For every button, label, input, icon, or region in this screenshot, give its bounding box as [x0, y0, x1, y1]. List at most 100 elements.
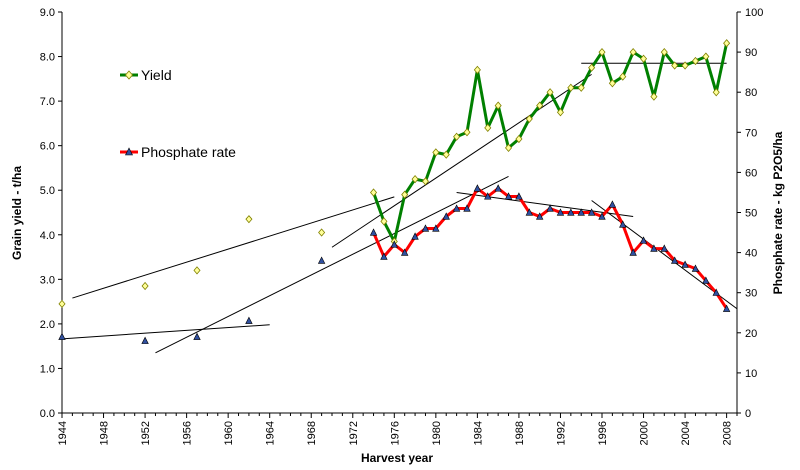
point-yield	[598, 47, 606, 57]
point-yield	[660, 47, 668, 57]
point-phosphate-rate	[639, 236, 648, 244]
y2-tick-label: 70	[745, 127, 757, 139]
trendlines	[61, 62, 738, 354]
y2-tick-label: 80	[745, 87, 757, 99]
x-tick-label: 1988	[514, 421, 526, 445]
point-phosphate-rate	[577, 208, 585, 216]
point-phosphate-rate	[504, 192, 513, 200]
x-tick-label: 1992	[555, 421, 567, 445]
point-phosphate-rate	[556, 208, 565, 216]
point-phosphate-rate	[619, 220, 627, 228]
legend-marker-yield	[124, 70, 134, 80]
point-yield	[546, 88, 554, 97]
legend-item-phosphate-rate: Phosphate rate	[120, 144, 236, 160]
point-yield	[484, 123, 492, 132]
point-yield	[712, 88, 720, 97]
point-phosphate-rate	[245, 316, 253, 324]
x-tick-label: 1956	[182, 421, 194, 445]
point-phosphate-rate	[411, 232, 419, 240]
point-yield	[463, 128, 471, 137]
point-yield	[619, 72, 627, 81]
point-yield	[723, 39, 731, 48]
point-phosphate-rate	[484, 192, 492, 200]
point-yield	[401, 190, 409, 199]
point-yield	[421, 177, 429, 186]
y-axis-title: Grain yield - t/ha	[10, 166, 24, 260]
point-yield	[702, 52, 710, 61]
legend-label-phosphate-rate: Phosphate rate	[141, 144, 236, 160]
y2-tick-label: 0	[745, 408, 751, 420]
x-tick-label: 1976	[389, 421, 401, 445]
point-yield	[681, 61, 689, 70]
y2-tick-label: 90	[745, 47, 757, 59]
trendline	[155, 175, 509, 354]
point-yield	[141, 281, 149, 291]
trendline	[331, 73, 592, 248]
y-tick-label: 2.0	[40, 319, 55, 331]
x-tick-label: 1980	[431, 421, 443, 445]
y2-tick-label: 40	[745, 248, 757, 260]
legend: Yield Phosphate rate	[120, 67, 236, 160]
y-tick-label: 6.0	[40, 141, 55, 153]
point-yield	[650, 92, 658, 101]
trendline	[72, 196, 395, 299]
point-yield	[515, 134, 523, 144]
point-yield	[577, 83, 585, 92]
point-phosphate-rate	[432, 224, 440, 232]
y2-tick-label: 50	[745, 208, 757, 220]
point-phosphate-rate	[650, 244, 658, 252]
point-phosphate-rate	[390, 240, 398, 248]
point-phosphate-rate	[369, 228, 378, 236]
point-phosphate-rate	[401, 248, 409, 256]
point-phosphate-rate	[712, 288, 720, 296]
point-phosphate-rate	[525, 208, 533, 216]
point-phosphate-rate	[681, 260, 689, 268]
point-phosphate-rate	[587, 208, 596, 216]
y-tick-label: 4.0	[40, 230, 55, 242]
point-yield	[58, 299, 66, 308]
y2-tick-label: 20	[745, 328, 757, 340]
point-yield	[588, 63, 596, 72]
x-axis-title: Harvest year	[361, 451, 433, 465]
series	[58, 39, 731, 344]
point-yield	[629, 47, 637, 57]
x-tick-label: 2008	[722, 421, 734, 445]
series-line-yield	[372, 42, 729, 243]
x-tick-label: 1948	[99, 421, 111, 445]
point-yield	[411, 174, 419, 184]
point-yield	[671, 61, 679, 70]
y2-tick-label: 30	[745, 288, 757, 300]
x-tick-label: 1984	[472, 421, 484, 445]
x-tick-label: 2000	[639, 421, 651, 445]
point-yield	[505, 143, 513, 153]
point-phosphate-rate	[629, 248, 637, 256]
point-phosphate-rate	[546, 204, 554, 212]
point-phosphate-rate	[380, 252, 388, 260]
y2-tick-label: 100	[745, 7, 763, 19]
point-yield	[370, 188, 378, 197]
point-phosphate-rate	[494, 184, 502, 192]
y2-tick-label: 60	[745, 167, 757, 179]
point-phosphate-rate	[515, 192, 523, 200]
point-yield	[193, 266, 201, 275]
y-tick-label: 9.0	[40, 7, 55, 19]
point-yield	[442, 150, 450, 159]
x-tick-label: 1960	[223, 421, 235, 445]
legend-item-yield: Yield	[120, 67, 172, 83]
y-tick-label: 0.0	[40, 408, 55, 420]
point-phosphate-rate	[421, 224, 430, 232]
point-phosphate-rate	[463, 204, 471, 212]
legend-label-yield: Yield	[141, 67, 172, 83]
x-tick-label: 1972	[348, 421, 360, 445]
trendline	[61, 324, 270, 340]
point-yield	[567, 83, 575, 92]
point-phosphate-rate	[660, 244, 668, 252]
point-yield	[556, 108, 564, 117]
point-yield	[380, 217, 388, 226]
y2-axis-title: Phosphate rate - kg P2O5/ha	[771, 131, 785, 294]
point-phosphate-rate	[317, 256, 326, 264]
point-phosphate-rate	[452, 204, 461, 212]
y-tick-label: 8.0	[40, 52, 55, 64]
y-tick-label: 7.0	[40, 96, 55, 108]
